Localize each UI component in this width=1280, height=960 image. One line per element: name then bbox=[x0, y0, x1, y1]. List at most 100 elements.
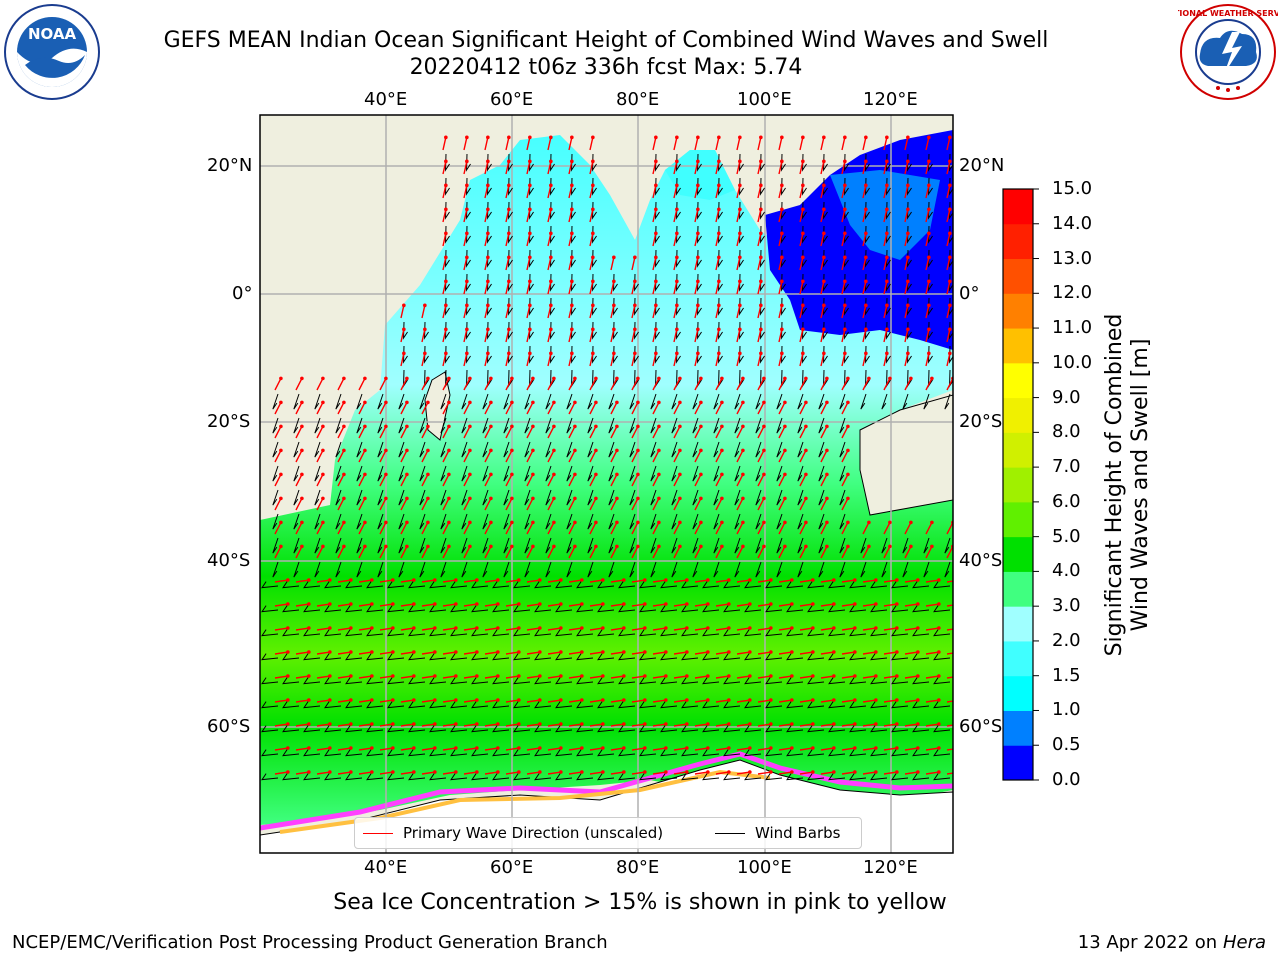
wave-direction-arrow bbox=[736, 675, 750, 679]
wind-barb bbox=[503, 441, 510, 458]
wave-arrow-head bbox=[958, 746, 962, 750]
wind-barb bbox=[524, 513, 531, 530]
wave-direction-arrow bbox=[505, 378, 513, 391]
wave-arrow-head bbox=[384, 424, 388, 429]
wave-direction-arrow bbox=[274, 651, 288, 655]
wave-direction-arrow bbox=[925, 546, 933, 559]
wave-arrow-head bbox=[612, 279, 616, 284]
wind-barb bbox=[912, 581, 930, 589]
wind-barb bbox=[696, 225, 702, 244]
colorbar-tick-label: 6.0 bbox=[1052, 490, 1081, 512]
wave-arrow-head bbox=[657, 496, 661, 501]
wind-barb bbox=[650, 537, 657, 554]
wind-barb bbox=[849, 629, 867, 637]
wind-barb bbox=[671, 417, 678, 434]
wave-direction-arrow bbox=[946, 748, 953, 751]
wave-arrow-head bbox=[405, 520, 409, 525]
lat-label-right-0: 0° bbox=[959, 283, 980, 304]
wave-arrow-head bbox=[321, 448, 325, 453]
wind-barb bbox=[759, 201, 765, 220]
wind-barb bbox=[671, 561, 678, 578]
wave-direction-arrow bbox=[421, 353, 426, 367]
wave-arrow-head bbox=[580, 746, 584, 750]
wave-direction-arrow bbox=[547, 675, 561, 679]
wave-direction-arrow bbox=[484, 161, 489, 175]
wave-direction-arrow bbox=[379, 450, 387, 463]
wind-barb bbox=[654, 201, 660, 220]
wind-barb bbox=[828, 629, 846, 637]
wave-direction-arrow bbox=[589, 281, 594, 295]
wave-arrow-head bbox=[426, 520, 430, 525]
wave-arrow-head bbox=[489, 544, 493, 549]
wave-direction-arrow bbox=[505, 137, 510, 151]
wave-arrow-head bbox=[832, 770, 836, 774]
gridlines bbox=[260, 115, 953, 853]
wind-barb bbox=[366, 653, 384, 661]
wind-barb bbox=[419, 513, 426, 530]
wave-arrow-head bbox=[612, 255, 616, 260]
wave-arrow-head bbox=[717, 183, 721, 188]
wave-direction-arrow bbox=[862, 233, 867, 247]
wave-arrow-head bbox=[699, 496, 703, 501]
wave-arrow-head bbox=[384, 448, 388, 453]
wave-arrow-head bbox=[552, 544, 556, 549]
wave-arrow-head bbox=[738, 183, 742, 188]
wave-direction-arrow bbox=[463, 522, 471, 535]
wind-barb bbox=[738, 297, 744, 316]
wave-direction-arrow bbox=[820, 161, 825, 175]
wind-barb bbox=[885, 345, 891, 364]
wind-barb bbox=[597, 749, 615, 757]
colorbar-segment bbox=[1003, 189, 1033, 225]
wave-arrow-head bbox=[475, 650, 479, 654]
wave-direction-arrow bbox=[883, 522, 891, 535]
wave-arrow-head bbox=[573, 400, 577, 405]
wave-direction-arrow bbox=[736, 450, 744, 463]
wave-arrow-head bbox=[748, 626, 752, 630]
wind-barb bbox=[345, 773, 363, 781]
wave-direction-arrow bbox=[526, 185, 531, 199]
wind-barb bbox=[891, 629, 909, 637]
wave-arrow-head bbox=[864, 183, 868, 188]
wind-barb bbox=[612, 297, 618, 316]
wave-arrow-head bbox=[748, 746, 752, 750]
wave-direction-arrow bbox=[736, 185, 741, 199]
wave-arrow-head bbox=[783, 472, 787, 477]
wave-arrow-head bbox=[678, 400, 682, 405]
wave-arrow-head bbox=[696, 231, 700, 236]
wind-barb bbox=[444, 225, 450, 244]
wave-direction-arrow bbox=[820, 353, 825, 367]
wave-arrow-head bbox=[622, 650, 626, 654]
lat-label-left-20n: 20°N bbox=[207, 155, 253, 176]
wave-direction-arrow bbox=[736, 651, 750, 655]
wind-barb bbox=[948, 273, 953, 292]
wind-barb bbox=[692, 513, 699, 530]
wave-direction-arrow bbox=[463, 161, 468, 175]
wave-arrow-head bbox=[885, 303, 889, 308]
colorbar-segment bbox=[1003, 432, 1033, 468]
wave-arrow-head bbox=[475, 698, 479, 702]
wind-barb bbox=[419, 561, 426, 578]
wind-barb bbox=[912, 701, 930, 709]
wind-barb bbox=[507, 153, 513, 172]
wave-direction-arrow bbox=[778, 603, 792, 607]
wave-arrow-head bbox=[948, 327, 952, 332]
wind-barb bbox=[948, 201, 953, 220]
wave-arrow-head bbox=[486, 351, 490, 356]
wave-arrow-head bbox=[867, 520, 871, 525]
wave-arrow-head bbox=[510, 544, 514, 549]
wave-direction-arrow bbox=[379, 498, 387, 511]
wind-barb bbox=[482, 489, 489, 506]
wave-direction-arrow bbox=[694, 747, 708, 751]
wave-arrow-head bbox=[549, 303, 553, 308]
wave-direction-arrow bbox=[757, 257, 762, 271]
wave-arrow-head bbox=[363, 520, 367, 525]
wave-direction-arrow bbox=[736, 281, 741, 295]
wave-direction-arrow bbox=[820, 498, 828, 511]
wind-barb bbox=[566, 537, 573, 554]
wind-barb bbox=[885, 225, 891, 244]
wave-arrow-head bbox=[958, 698, 962, 702]
wave-arrow-head bbox=[790, 746, 794, 750]
wave-arrow-head bbox=[447, 424, 451, 429]
wave-arrow-head bbox=[895, 602, 899, 606]
colorbar-segment bbox=[1003, 467, 1033, 503]
